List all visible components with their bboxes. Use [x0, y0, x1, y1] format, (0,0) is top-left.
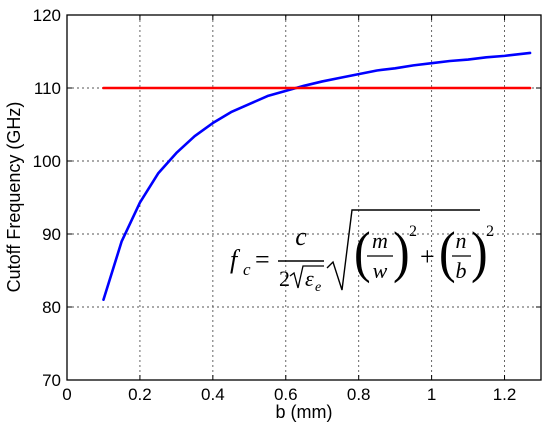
eq-lhs-sub: c: [243, 260, 251, 279]
eq-denominator-coef: 2: [279, 266, 290, 291]
y-tick-label: 80: [42, 298, 61, 317]
x-tick-label: 1.2: [493, 385, 517, 404]
y-axis-label: Cutoff Frequency (GHz): [4, 102, 24, 293]
x-tick-labels: 0 0.2 0.4 0.6 0.8 1 1.2: [62, 385, 516, 404]
x-tick-label: 0.2: [128, 385, 152, 404]
y-tick-label: 100: [33, 152, 61, 171]
x-tick-label: 1: [427, 385, 436, 404]
eq-right-paren-2: ): [471, 220, 488, 284]
eq-exponent-2: 2: [486, 223, 494, 240]
y-tick-label: 70: [42, 371, 61, 390]
plot-frame: [66, 14, 542, 381]
eq-big-radical: [326, 209, 480, 291]
y-tick-label: 110: [34, 79, 61, 98]
cutoff-frequency-equation: f c = c 2 ε e ( m w ) 2 + ( n b ) 2: [230, 209, 494, 295]
y-tick-label: 120: [33, 6, 61, 25]
eq-exponent-1: 2: [409, 223, 417, 240]
y-tick-labels: 70 80 90 100 110 120: [33, 6, 61, 390]
series-lines: [102, 51, 532, 302]
y-tick-label: 90: [42, 225, 61, 244]
cutoff-frequency-curve: [102, 51, 532, 302]
x-tick-label: 0.4: [201, 385, 225, 404]
eq-numerator: c: [295, 222, 307, 251]
eq-equals: =: [255, 245, 270, 274]
eq-plus: +: [420, 242, 435, 271]
eq-left-paren-2: (: [439, 220, 456, 284]
axis-ticks: [66, 14, 541, 381]
eq-lhs: f: [230, 245, 241, 274]
eq-term1-num: m: [372, 228, 388, 253]
eq-right-paren-1: ): [393, 220, 410, 284]
eq-denominator-sub: e: [315, 280, 321, 295]
eq-term1-den: w: [373, 258, 388, 283]
x-tick-label: 0.8: [347, 385, 371, 404]
eq-term2-num: n: [456, 228, 467, 253]
eq-term2-den: b: [456, 258, 467, 283]
x-axis-label: b (mm): [276, 402, 333, 422]
eq-left-paren-1: (: [354, 220, 371, 284]
plot-area: [67, 15, 541, 380]
eq-small-radical: [289, 265, 324, 289]
eq-denominator-var: ε: [305, 266, 314, 291]
x-tick-label: 0: [62, 385, 71, 404]
x-tick-label: 0.6: [274, 385, 298, 404]
